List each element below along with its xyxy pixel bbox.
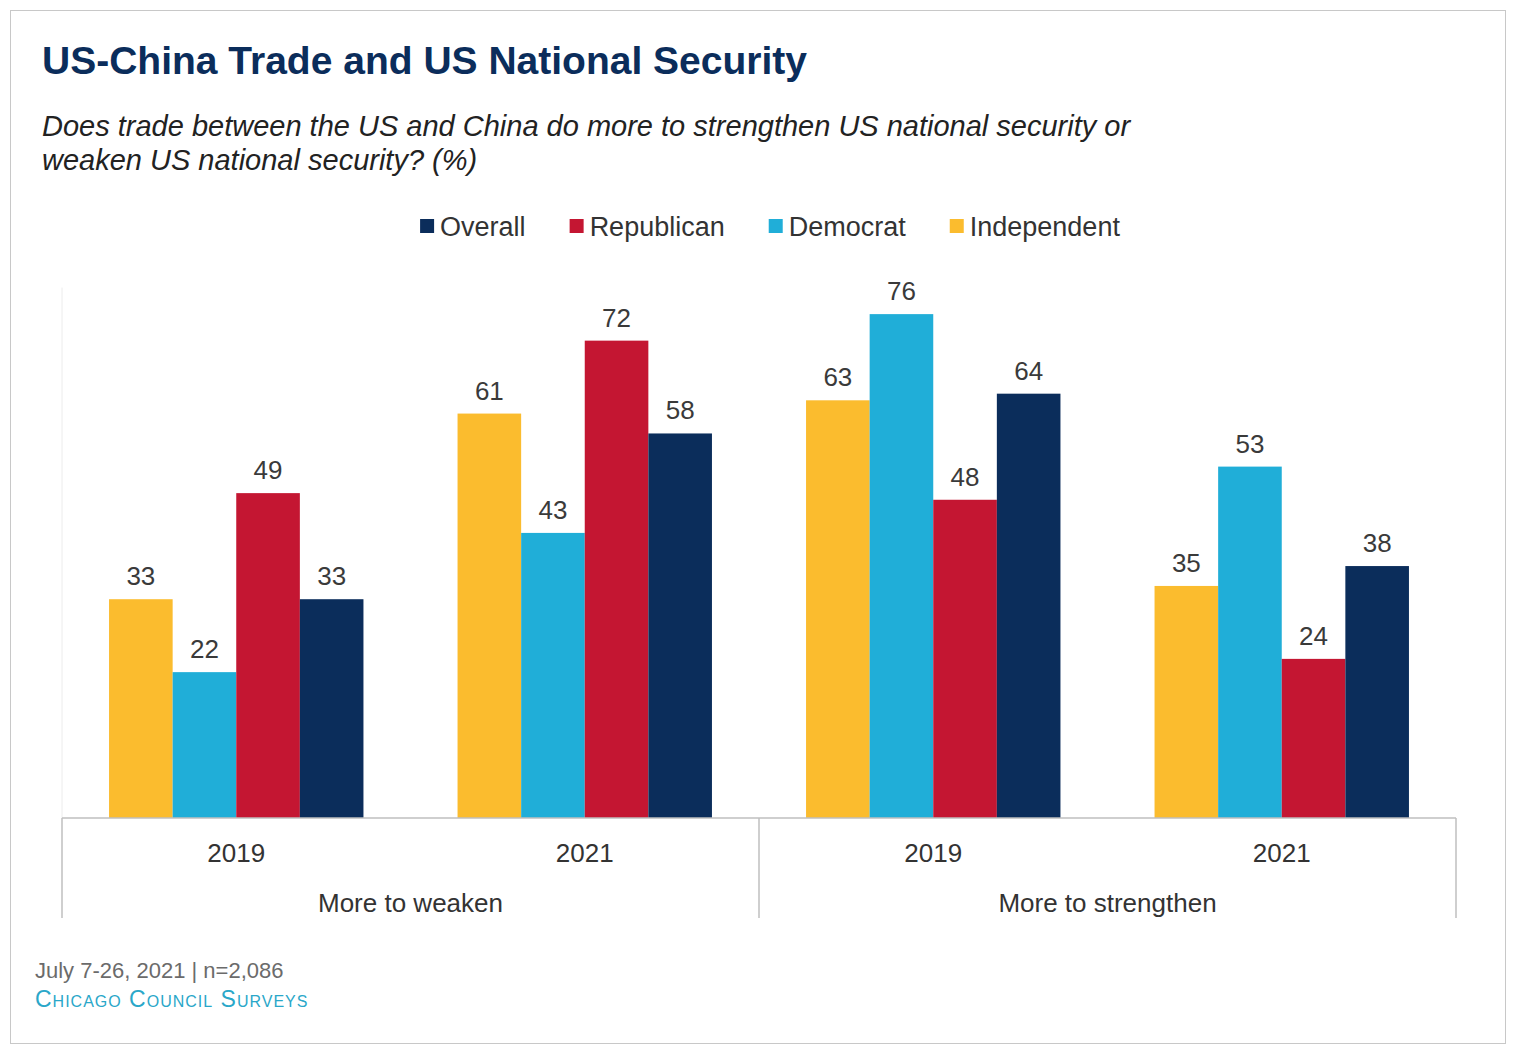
bar bbox=[458, 414, 522, 818]
title: US-China Trade and US National Security bbox=[42, 39, 807, 82]
data-label: 58 bbox=[666, 395, 695, 425]
group-label: More to strengthen bbox=[998, 888, 1216, 918]
outer-frame bbox=[11, 11, 1506, 1044]
bar bbox=[648, 433, 712, 818]
source: Chicago Council Surveys bbox=[35, 986, 308, 1012]
legend-swatch bbox=[769, 219, 783, 233]
x-tick-label: 2021 bbox=[556, 838, 614, 868]
bar bbox=[1218, 467, 1282, 818]
data-label: 64 bbox=[1014, 356, 1043, 386]
data-label: 53 bbox=[1235, 429, 1264, 459]
bar bbox=[806, 400, 870, 818]
subtitle: Does trade between the US and China do m… bbox=[42, 110, 1131, 142]
data-label: 24 bbox=[1299, 621, 1328, 651]
bar bbox=[521, 533, 585, 818]
bar bbox=[1345, 566, 1409, 818]
bar bbox=[109, 599, 173, 818]
data-label: 49 bbox=[254, 455, 283, 485]
bar bbox=[1155, 586, 1219, 818]
group-divider bbox=[758, 818, 760, 918]
bar bbox=[933, 500, 997, 818]
legend-label: Democrat bbox=[789, 212, 907, 242]
data-label: 35 bbox=[1172, 548, 1201, 578]
data-label: 76 bbox=[887, 276, 916, 306]
legend-label: Republican bbox=[590, 212, 725, 242]
bars bbox=[109, 314, 1409, 818]
x-tick-label: 2021 bbox=[1253, 838, 1311, 868]
bar bbox=[300, 599, 364, 818]
bar bbox=[173, 672, 237, 818]
legend-swatch bbox=[950, 219, 964, 233]
group-divider bbox=[61, 818, 63, 918]
note: July 7-26, 2021 | n=2,086 bbox=[35, 958, 284, 983]
subtitle: weaken US national security? (%) bbox=[42, 144, 477, 176]
legend-swatch bbox=[420, 219, 434, 233]
y-axis-line bbox=[62, 288, 63, 818]
data-labels: 33 61 63 35 22 43 76 53 49 72 48 24 33 58 64 38 bbox=[126, 276, 1391, 664]
legend-label: Overall bbox=[440, 212, 526, 242]
data-label: 63 bbox=[823, 362, 852, 392]
data-label: 43 bbox=[538, 495, 567, 525]
bar bbox=[1282, 659, 1346, 818]
data-label: 48 bbox=[951, 462, 980, 492]
bar bbox=[585, 341, 649, 818]
group-divider bbox=[1455, 818, 1457, 918]
bar bbox=[997, 394, 1061, 818]
data-label: 61 bbox=[475, 376, 504, 406]
data-label: 38 bbox=[1363, 528, 1392, 558]
legend-label: Independent bbox=[970, 212, 1121, 242]
data-label: 22 bbox=[190, 634, 219, 664]
chart-root: US-China Trade and US National Security D… bbox=[0, 0, 1516, 1054]
data-label: 33 bbox=[317, 561, 346, 591]
data-label: 33 bbox=[126, 561, 155, 591]
x-tick-label: 2019 bbox=[207, 838, 265, 868]
legend: Overall Republican Democrat Independent bbox=[420, 212, 1120, 242]
data-label: 72 bbox=[602, 303, 631, 333]
bar bbox=[236, 493, 300, 818]
x-tick-label: 2019 bbox=[904, 838, 962, 868]
bar bbox=[870, 314, 934, 818]
legend-swatch bbox=[570, 219, 584, 233]
group-label: More to weaken bbox=[318, 888, 503, 918]
